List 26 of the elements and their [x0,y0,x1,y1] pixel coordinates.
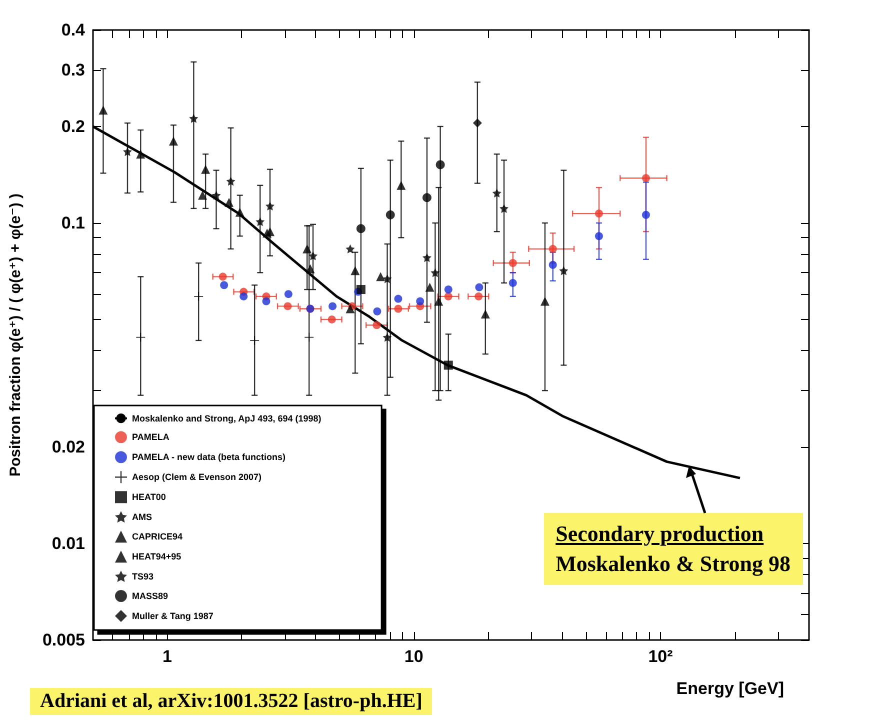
legend-label: CAPRICE94 [132,532,183,542]
legend-label: Aesop (Clem & Evenson 2007) [132,472,262,482]
text: Adriani et al, arXiv:1001.3522 [astro-ph.HE] [30,688,432,715]
legend-label: HEAT94+95 [132,552,182,562]
annotation: Moskalenko & Strong 98 [556,550,791,578]
annotation: Secondary production [556,520,765,548]
x-tick-label: 1 [162,647,172,666]
legend-label: AMS [132,512,152,522]
y-tick-label: 0.02 [52,438,85,457]
y-tick-label: 0.2 [61,116,85,136]
x-tick-label: 10 [404,647,424,666]
x-tick-label: 10² [648,647,674,666]
legend-label: HEAT00 [132,492,166,502]
y-axis-title: Positron fraction φ(e⁺) / ( φ(e⁺) + φ(e⁻) ) [7,193,24,477]
y-tick-label: 0.3 [61,60,85,80]
legend-label: PAMELA [132,432,170,442]
x-axis-title: Energy [GeV] [676,679,784,698]
y-tick-label: 0.4 [61,20,86,40]
y-tick-label: 0.005 [42,630,85,650]
legend-label: MASS89 [132,591,168,601]
legend-label: Moskalenko and Strong, ApJ 493, 694 (1998) [132,413,322,424]
legend-label: PAMELA - new data (beta functions) [132,452,286,462]
y-tick-label: 0.1 [61,213,85,232]
legend-label: TS93 [132,571,154,582]
legend-label: Muller & Tang 1987 [132,611,214,621]
y-tick-label: 0.01 [52,534,85,554]
